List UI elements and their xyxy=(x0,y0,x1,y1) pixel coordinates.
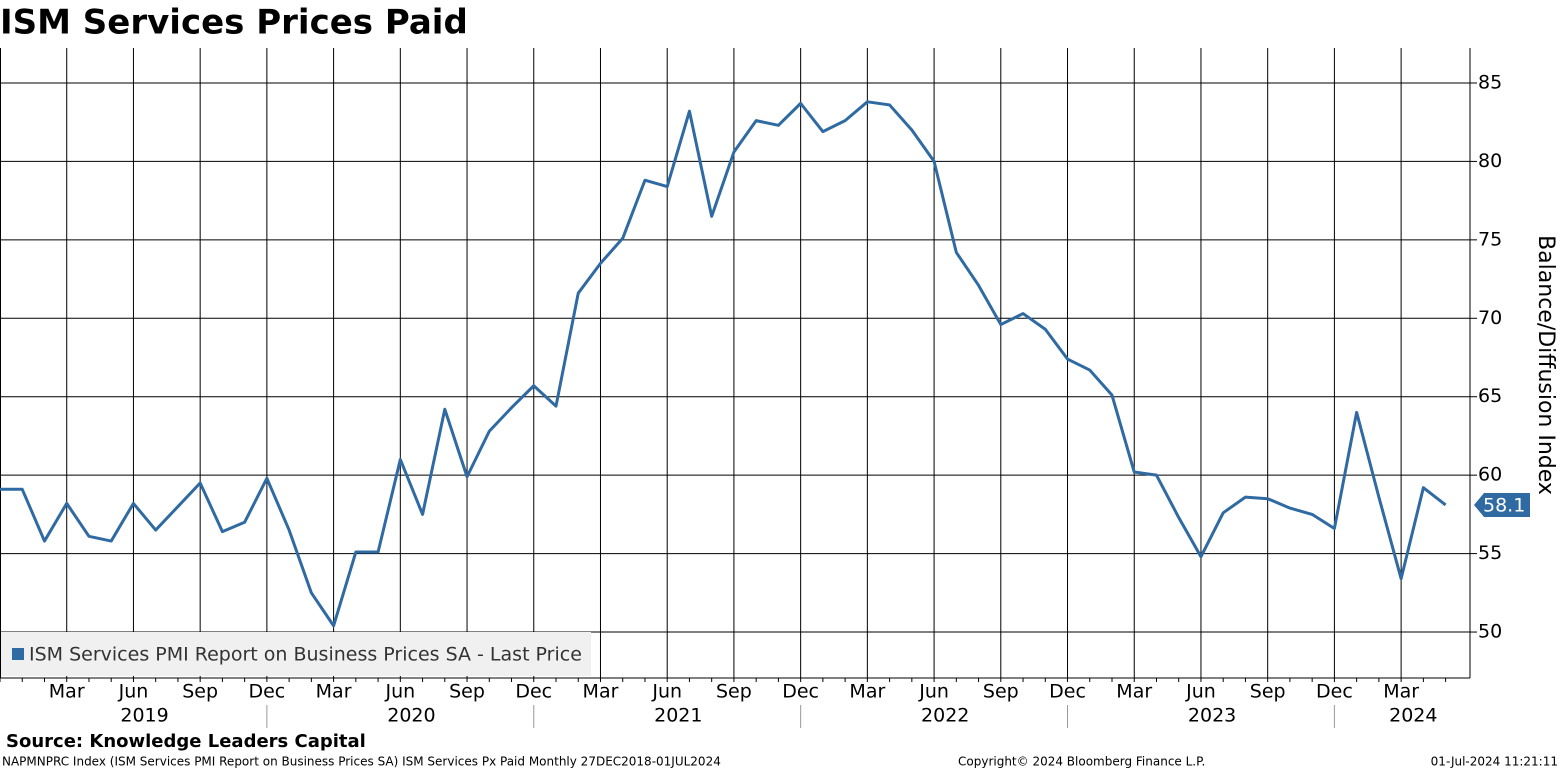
x-tick-label: Mar xyxy=(49,681,85,703)
source: Source: Knowledge Leaders Capital xyxy=(6,731,366,752)
x-tick-label: Jun xyxy=(384,681,415,703)
x-tick-label: Dec xyxy=(1316,681,1353,703)
x-tick-label: Dec xyxy=(515,681,552,703)
x-tick-label: Jun xyxy=(1185,681,1216,703)
y-tick-label: 75 xyxy=(1478,228,1502,250)
legend-label: ISM Services PMI Report on Business Pric… xyxy=(29,644,582,666)
x-tick-label: Sep xyxy=(983,681,1019,703)
legend-box xyxy=(1,632,591,676)
y-tick-label: 50 xyxy=(1478,621,1502,643)
y-tick-label: 85 xyxy=(1478,71,1502,93)
y-tick-label: 80 xyxy=(1478,150,1502,172)
year-label: 2020 xyxy=(387,705,435,727)
x-tick-label: Dec xyxy=(248,681,285,703)
footnote: NAPMNPRC Index (ISM Services PMI Report … xyxy=(2,755,721,769)
year-label: 2019 xyxy=(120,705,168,727)
x-tick-label: Jun xyxy=(651,681,682,703)
y-axis-label: Balance/Diffusion Index xyxy=(1533,235,1558,495)
x-tick-label: Sep xyxy=(449,681,485,703)
x-tick-label: Mar xyxy=(849,681,885,703)
y-tick-label: 60 xyxy=(1478,464,1502,486)
x-tick-label: Jun xyxy=(918,681,949,703)
x-tick-label: Dec xyxy=(1049,681,1086,703)
x-tick-label: Sep xyxy=(182,681,218,703)
year-label: 2021 xyxy=(654,705,702,727)
x-tick-label: Mar xyxy=(1383,681,1419,703)
y-tick-label: 55 xyxy=(1478,542,1502,564)
year-label: 2023 xyxy=(1188,705,1236,727)
year-label: 2024 xyxy=(1389,705,1437,727)
x-tick-label: Mar xyxy=(583,681,619,703)
last-value-label: 58.1 xyxy=(1483,494,1525,516)
copyright: Copyright© 2024 Bloomberg Finance L.P. xyxy=(958,755,1205,769)
legend-swatch xyxy=(12,648,24,660)
x-tick-label: Sep xyxy=(716,681,752,703)
x-tick-label: Mar xyxy=(316,681,352,703)
chart-title: ISM Services Prices Paid xyxy=(0,3,468,43)
x-tick-label: Mar xyxy=(1116,681,1152,703)
y-tick-label: 65 xyxy=(1478,385,1502,407)
last-value-callout xyxy=(1474,492,1530,517)
line-series xyxy=(0,100,1447,628)
x-tick-label: Jun xyxy=(118,681,149,703)
year-label: 2022 xyxy=(921,705,969,727)
y-tick-label: 70 xyxy=(1478,307,1502,329)
x-tick-label: Dec xyxy=(782,681,819,703)
x-tick-label: Sep xyxy=(1250,681,1286,703)
timestamp: 01-Jul-2024 11:21:11 xyxy=(1431,755,1558,769)
